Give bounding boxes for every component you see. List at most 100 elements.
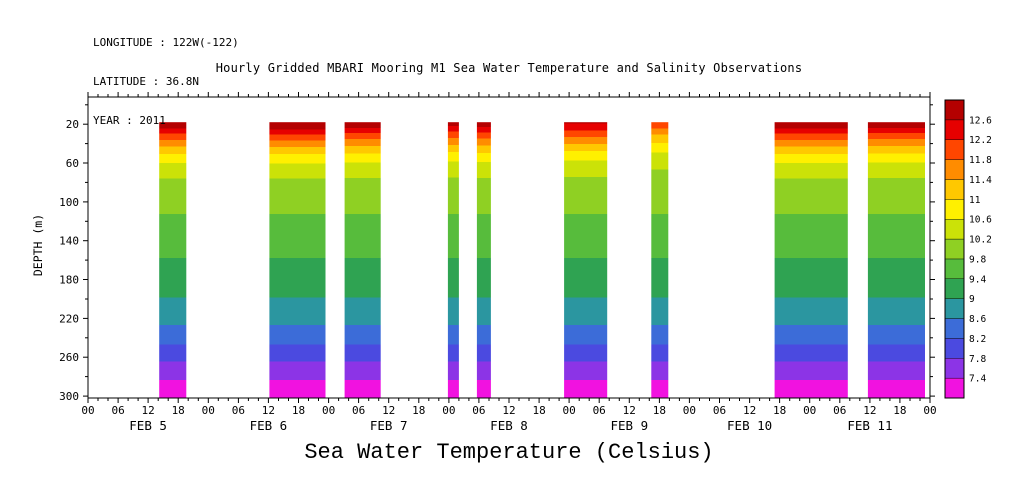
svg-text:FEB 10: FEB 10: [727, 418, 772, 433]
colorbar-cell: [944, 179, 965, 200]
svg-text:12: 12: [502, 404, 515, 417]
svg-text:260: 260: [59, 351, 79, 364]
svg-text:7.4: 7.4: [969, 374, 986, 385]
colorbar-cell: [944, 99, 965, 121]
svg-text:12: 12: [382, 404, 395, 417]
colorbar-cell: [944, 298, 965, 319]
svg-text:220: 220: [59, 312, 79, 325]
svg-text:00: 00: [562, 404, 575, 417]
svg-text:7.8: 7.8: [969, 354, 986, 365]
colorbar-cell: [944, 218, 965, 240]
svg-text:FEB 9: FEB 9: [610, 418, 648, 433]
plot-title: Hourly Gridded MBARI Mooring M1 Sea Wate…: [215, 61, 803, 75]
colorbar-cell: [944, 258, 965, 279]
svg-text:06: 06: [232, 404, 245, 417]
svg-text:00: 00: [81, 404, 94, 417]
colorbar-border: [944, 99, 965, 399]
svg-text:12.2: 12.2: [969, 135, 992, 146]
colorbar-cell: [944, 338, 965, 359]
data-bands: [159, 122, 925, 398]
temperature-band: [269, 122, 326, 398]
svg-text:00: 00: [322, 404, 335, 417]
y-axis-ticks: [83, 104, 935, 397]
svg-text:18: 18: [172, 404, 185, 417]
variable-caption: Sea Water Temperature (Celsius): [304, 440, 714, 465]
svg-text:60: 60: [66, 157, 79, 170]
svg-text:12.6: 12.6: [969, 115, 992, 126]
svg-text:11: 11: [969, 195, 981, 206]
x-axis-day-labels: FEB 5 FEB 6 FEB 7 FEB 8 FEB 9 FEB 10 FEB 11: [129, 418, 892, 433]
temperature-band: [344, 122, 381, 398]
svg-text:100: 100: [59, 196, 79, 209]
colorbar-cell: [944, 318, 965, 339]
svg-text:12: 12: [863, 404, 876, 417]
svg-text:FEB 7: FEB 7: [370, 418, 408, 433]
colorbar-cell: [944, 358, 965, 379]
svg-text:9.4: 9.4: [969, 274, 986, 285]
svg-text:8.2: 8.2: [969, 334, 986, 345]
colorbar-cell: [944, 377, 965, 399]
colorbar: [944, 99, 965, 399]
svg-text:11.4: 11.4: [969, 175, 992, 186]
longitude-label: LONGITUDE : 122W(-122): [93, 36, 239, 49]
latitude-label: LATITUDE : 36.8N: [93, 75, 199, 88]
svg-text:00: 00: [442, 404, 455, 417]
svg-text:06: 06: [472, 404, 485, 417]
svg-text:12: 12: [141, 404, 154, 417]
temperature-band: [774, 122, 848, 398]
svg-text:FEB 5: FEB 5: [129, 418, 167, 433]
svg-text:18: 18: [653, 404, 666, 417]
metadata-block: LONGITUDE : 122W(-122) LATITUDE : 36.8N …: [93, 10, 239, 153]
svg-text:12: 12: [623, 404, 636, 417]
svg-text:06: 06: [713, 404, 726, 417]
colorbar-cell: [944, 119, 965, 140]
svg-text:180: 180: [59, 274, 79, 287]
colorbar-cell: [944, 278, 965, 299]
temperature-band: [651, 122, 669, 398]
svg-text:06: 06: [593, 404, 606, 417]
temperature-band: [447, 122, 459, 398]
svg-text:18: 18: [292, 404, 305, 417]
svg-text:06: 06: [352, 404, 365, 417]
svg-text:18: 18: [412, 404, 425, 417]
svg-text:FEB 11: FEB 11: [847, 418, 892, 433]
svg-text:00: 00: [683, 404, 696, 417]
x-axis-ticks: [87, 92, 931, 403]
temperature-band: [476, 122, 491, 398]
svg-text:06: 06: [111, 404, 124, 417]
temperature-band: [867, 122, 925, 398]
y-axis-title: DEPTH (m): [31, 213, 45, 277]
temperature-band: [564, 122, 608, 398]
svg-text:FEB 6: FEB 6: [250, 418, 288, 433]
svg-text:10.6: 10.6: [969, 215, 992, 226]
y-axis-tick-labels: 20 60 100 140 180 220 260 300: [59, 118, 79, 403]
colorbar-cell: [944, 159, 965, 180]
svg-text:9.8: 9.8: [969, 254, 986, 265]
year-label: YEAR : 2011: [93, 114, 166, 127]
svg-text:140: 140: [59, 235, 79, 248]
svg-text:FEB 8: FEB 8: [490, 418, 528, 433]
svg-text:20: 20: [66, 118, 79, 131]
svg-text:00: 00: [923, 404, 936, 417]
svg-text:00: 00: [202, 404, 215, 417]
svg-text:18: 18: [893, 404, 906, 417]
svg-text:18: 18: [773, 404, 786, 417]
svg-text:300: 300: [59, 390, 79, 403]
colorbar-labels: 7.4 7.8 8.2 8.6 9 9.4 9.8 10.2 10.6 11 11.4 11.8 12.…: [969, 115, 992, 384]
svg-text:8.6: 8.6: [969, 314, 986, 325]
colorbar-cell: [944, 238, 965, 260]
x-axis-tick-labels: 00 06 12 18 00 06 12 18 00 06 12 18 00 06 12 18 00 06 12 18…: [81, 404, 936, 417]
svg-text:10.2: 10.2: [969, 235, 992, 246]
svg-text:06: 06: [833, 404, 846, 417]
svg-text:18: 18: [532, 404, 545, 417]
svg-text:12: 12: [743, 404, 756, 417]
colorbar-cell: [944, 139, 965, 160]
svg-text:00: 00: [803, 404, 816, 417]
svg-text:11.8: 11.8: [969, 155, 992, 166]
colorbar-cell: [944, 199, 965, 220]
svg-text:12: 12: [262, 404, 275, 417]
temperature-band: [159, 122, 187, 398]
svg-text:9: 9: [969, 294, 975, 305]
